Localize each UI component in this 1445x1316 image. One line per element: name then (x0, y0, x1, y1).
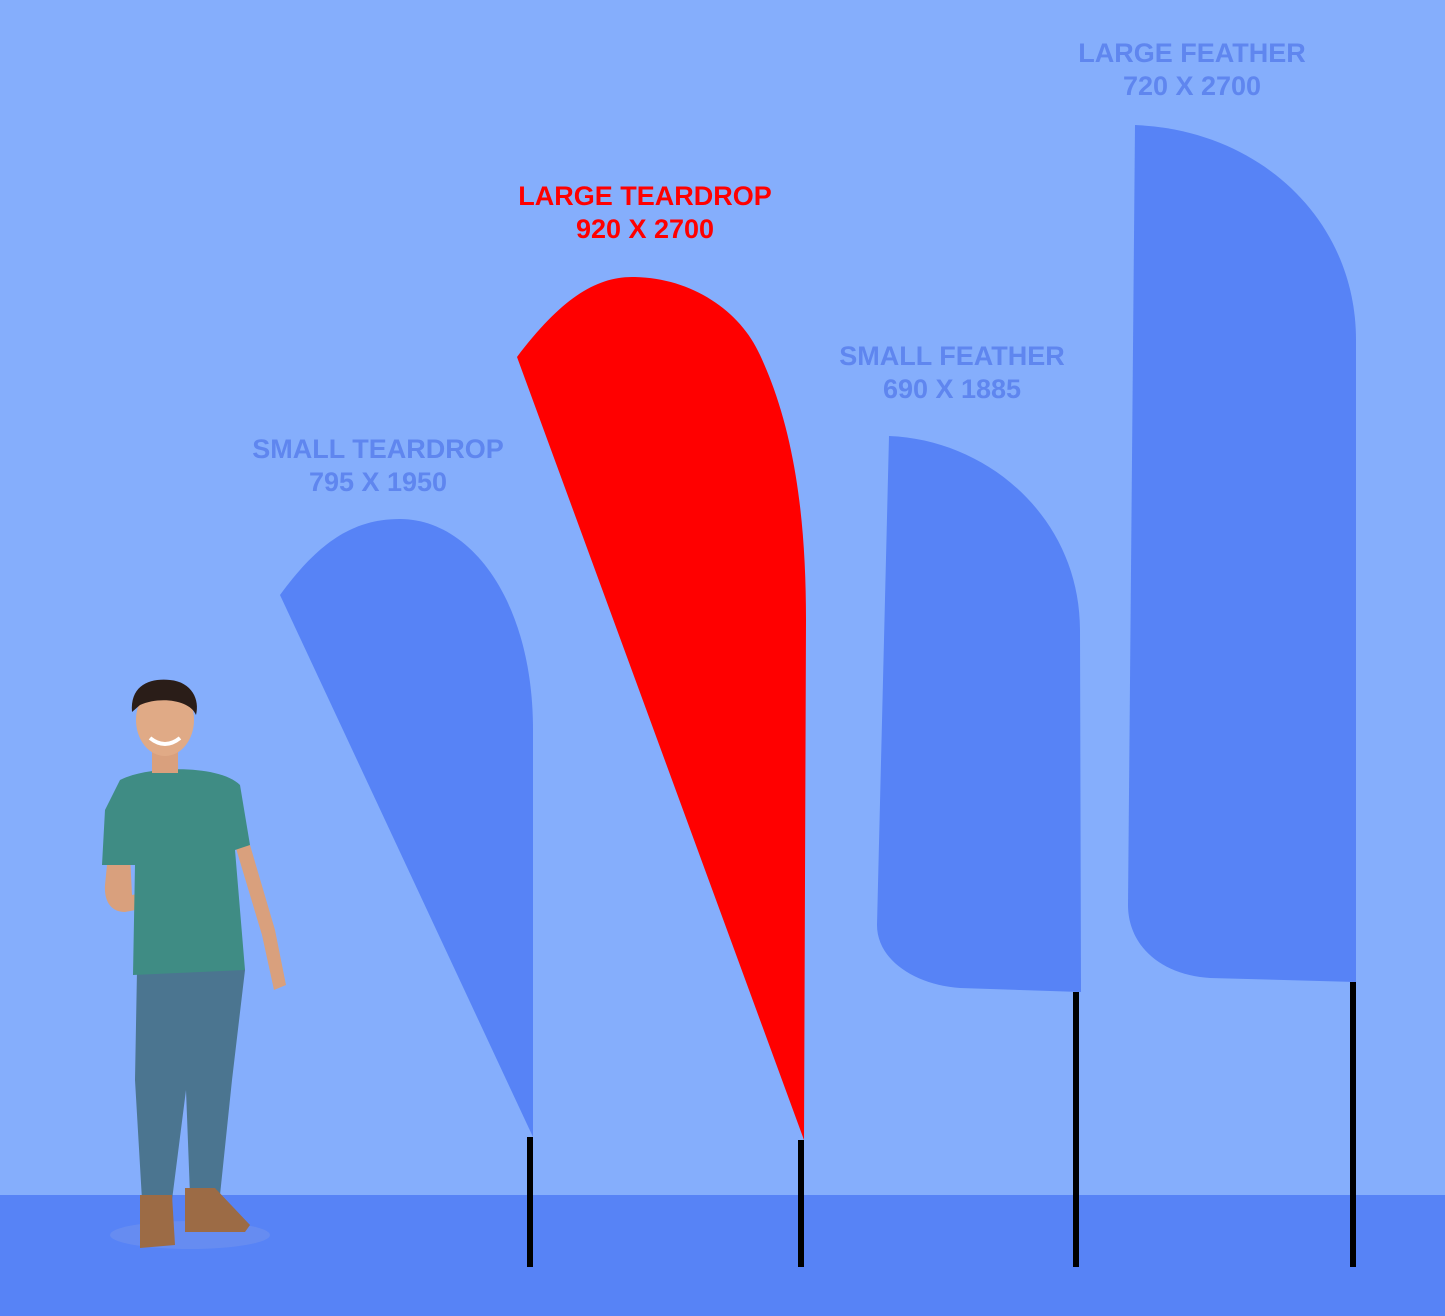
flag-pole (527, 1137, 533, 1267)
flag-pole (798, 1140, 804, 1267)
flag-size-label: 920 X 2700 (576, 214, 714, 244)
ground (0, 1195, 1445, 1316)
flag-shape (517, 277, 806, 1140)
flag-name-label: LARGE TEARDROP (518, 181, 772, 211)
flag-large-teardrop: LARGE TEARDROP 920 X 2700 (517, 181, 806, 1267)
flag-name-label: SMALL FEATHER (839, 341, 1065, 371)
flag-size-label: 690 X 1885 (883, 374, 1021, 404)
flag-size-label: 720 X 2700 (1123, 71, 1261, 101)
flag-size-label: 795 X 1950 (309, 467, 447, 497)
flag-large-feather: LARGE FEATHER 720 X 2700 (1078, 38, 1356, 1267)
flag-name-label: SMALL TEARDROP (252, 434, 504, 464)
person-figure (102, 679, 286, 1249)
flag-small-teardrop: SMALL TEARDROP 795 X 1950 (252, 434, 533, 1267)
flag-pole (1073, 992, 1079, 1267)
flag-shape (1128, 125, 1356, 982)
flag-shape (280, 519, 533, 1137)
flag-name-label: LARGE FEATHER (1078, 38, 1306, 68)
flag-shape (877, 436, 1081, 992)
flag-pole (1350, 982, 1356, 1267)
flag-small-feather: SMALL FEATHER 690 X 1885 (839, 341, 1081, 1267)
